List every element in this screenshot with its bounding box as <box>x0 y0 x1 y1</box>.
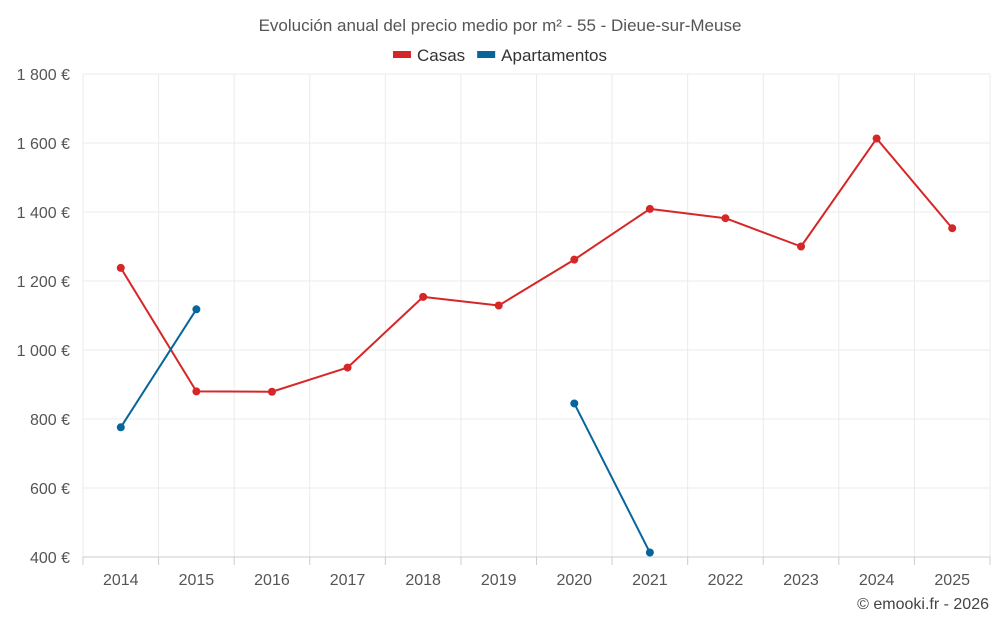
x-tick-label: 2017 <box>330 572 366 589</box>
x-tick-label: 2019 <box>481 572 517 589</box>
y-tick-label: 600 € <box>30 481 70 498</box>
chart-title: Evolución anual del precio medio por m² … <box>259 16 742 35</box>
x-tick-label: 2014 <box>103 572 139 589</box>
data-point-apartamentos <box>645 548 654 557</box>
legend-item: Casas <box>392 46 465 65</box>
x-tick-label: 2015 <box>179 572 215 589</box>
y-axis: 400 € 600 € 800 € 1 000 € 1 200 € 1 400 € 1 60… <box>17 67 70 567</box>
y-tick-label: 800 € <box>30 412 70 429</box>
legend-label: Apartamentos <box>501 46 607 65</box>
x-tick-label: 2021 <box>632 572 668 589</box>
x-tick-label: 2023 <box>783 572 819 589</box>
legend: Casas Apartamentos <box>392 46 607 65</box>
y-tick-label: 1 800 € <box>17 67 70 84</box>
x-axis: 2014 2015 2016 2017 2018 2019 2020 2021 2022 2023… <box>82 556 991 589</box>
legend-swatch <box>477 51 496 58</box>
data-point-casas <box>645 204 654 213</box>
y-tick-label: 1 200 € <box>17 274 70 291</box>
x-tick-label: 2018 <box>405 572 441 589</box>
data-point-apartamentos <box>116 423 125 432</box>
x-tick-label: 2016 <box>254 572 290 589</box>
x-tick-label: 2024 <box>859 572 895 589</box>
data-point-casas <box>192 387 201 396</box>
y-tick-label: 1 600 € <box>17 136 70 153</box>
data-point-apartamentos <box>192 305 201 314</box>
data-point-casas <box>721 214 730 223</box>
x-tick-label: 2025 <box>934 572 970 589</box>
data-point-casas <box>116 263 125 272</box>
data-point-casas <box>267 387 276 396</box>
x-tick-label: 2022 <box>708 572 744 589</box>
series-line-apartamentos <box>119 308 198 428</box>
data-point-casas <box>948 224 957 233</box>
data-point-casas <box>797 242 806 251</box>
series-layer <box>116 134 957 557</box>
y-tick-label: 1 000 € <box>17 343 70 360</box>
legend-item: Apartamentos <box>477 46 607 65</box>
x-tick-label: 2020 <box>556 572 592 589</box>
data-point-casas <box>343 363 352 372</box>
series-line-casas <box>119 137 953 393</box>
data-point-casas <box>494 301 503 310</box>
grid <box>82 73 991 557</box>
credit-text: © emooki.fr - 2026 <box>857 596 989 613</box>
data-point-casas <box>419 292 428 301</box>
y-tick-label: 400 € <box>30 550 70 567</box>
data-point-apartamentos <box>570 399 579 408</box>
series-line-apartamentos <box>573 403 651 553</box>
data-point-casas <box>570 255 579 264</box>
legend-label: Casas <box>417 46 465 65</box>
y-tick-label: 1 400 € <box>17 205 70 222</box>
data-point-casas <box>872 134 881 143</box>
legend-swatch <box>392 51 411 58</box>
